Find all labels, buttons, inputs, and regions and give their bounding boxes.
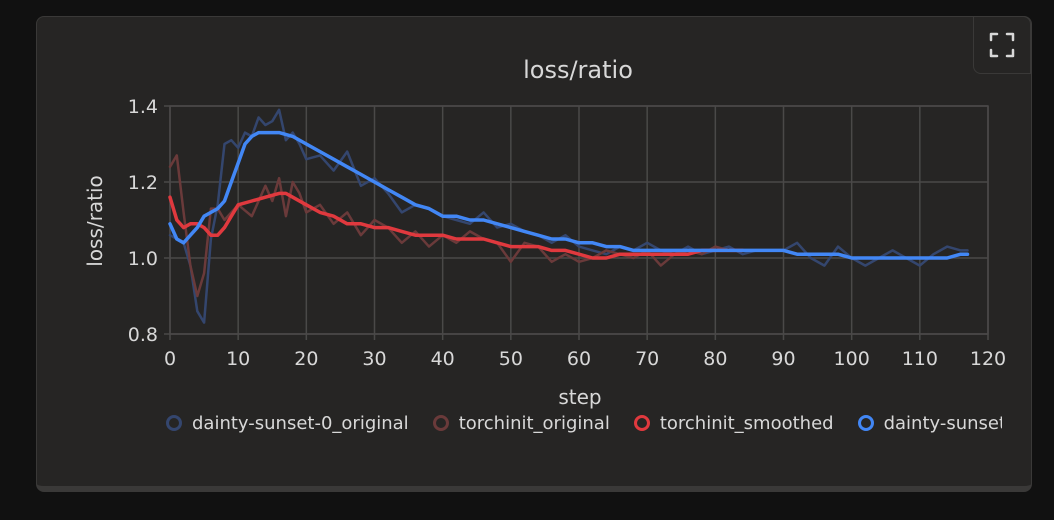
expand-icon	[989, 32, 1015, 58]
y-tick-label: 1.0	[128, 248, 158, 270]
x-tick-label: 10	[226, 348, 250, 370]
x-tick-label: 100	[834, 348, 870, 370]
axis-ticks: 0 10 20 30 40 50 60 70 80 90 100 110 120 0.8 1.0 1.2 1.4	[128, 96, 1006, 370]
legend-swatch-icon	[432, 415, 449, 431]
x-tick-label: 70	[635, 348, 659, 370]
legend-label: dainty-sunset-0_original	[192, 412, 409, 434]
y-axis-label: loss/ratio	[83, 175, 107, 266]
x-tick-label: 40	[431, 348, 455, 370]
series-lines	[168, 108, 970, 324]
legend-item[interactable]: torchinit_smoothed	[633, 412, 834, 434]
x-tick-label: 120	[970, 348, 1006, 370]
grid	[164, 105, 989, 340]
legend-item[interactable]: torchinit_original	[432, 412, 610, 434]
legend-label: torchinit_original	[458, 412, 610, 434]
legend-swatch-icon	[633, 415, 650, 431]
x-axis-label: step	[558, 385, 601, 409]
x-tick-label: 80	[703, 348, 727, 370]
x-tick-label: 50	[499, 348, 523, 370]
x-tick-label: 20	[294, 348, 318, 370]
legend-swatch-icon	[166, 415, 182, 431]
y-tick-label: 0.8	[128, 324, 158, 346]
legend-item[interactable]: dainty-sunset-0_smoothed	[857, 412, 1002, 434]
x-tick-label: 110	[902, 348, 938, 370]
expand-button[interactable]	[973, 16, 1031, 74]
chart-title: loss/ratio	[523, 56, 633, 84]
series-line-dainty-sunset-0_original	[168, 108, 969, 324]
series-line-torchinit_smoothed	[168, 191, 745, 260]
legend-swatch-icon	[857, 415, 874, 431]
chart-panel	[36, 16, 1032, 492]
x-tick-label: 30	[362, 348, 386, 370]
x-tick-label: 60	[567, 348, 591, 370]
legend: dainty-sunset-0_original torchinit_origin…	[166, 408, 1002, 438]
x-tick-label: 90	[771, 348, 795, 370]
x-tick-label: 0	[164, 348, 176, 370]
y-tick-label: 1.2	[128, 172, 158, 194]
series-line-dainty-sunset-0_smoothed	[168, 130, 970, 260]
y-tick-label: 1.4	[128, 96, 158, 118]
series-line-torchinit_original	[168, 154, 744, 298]
legend-label: dainty-sunset-0_smoothed	[883, 412, 1002, 434]
legend-item[interactable]: dainty-sunset-0_original	[166, 413, 409, 434]
legend-label: torchinit_smoothed	[659, 412, 834, 434]
